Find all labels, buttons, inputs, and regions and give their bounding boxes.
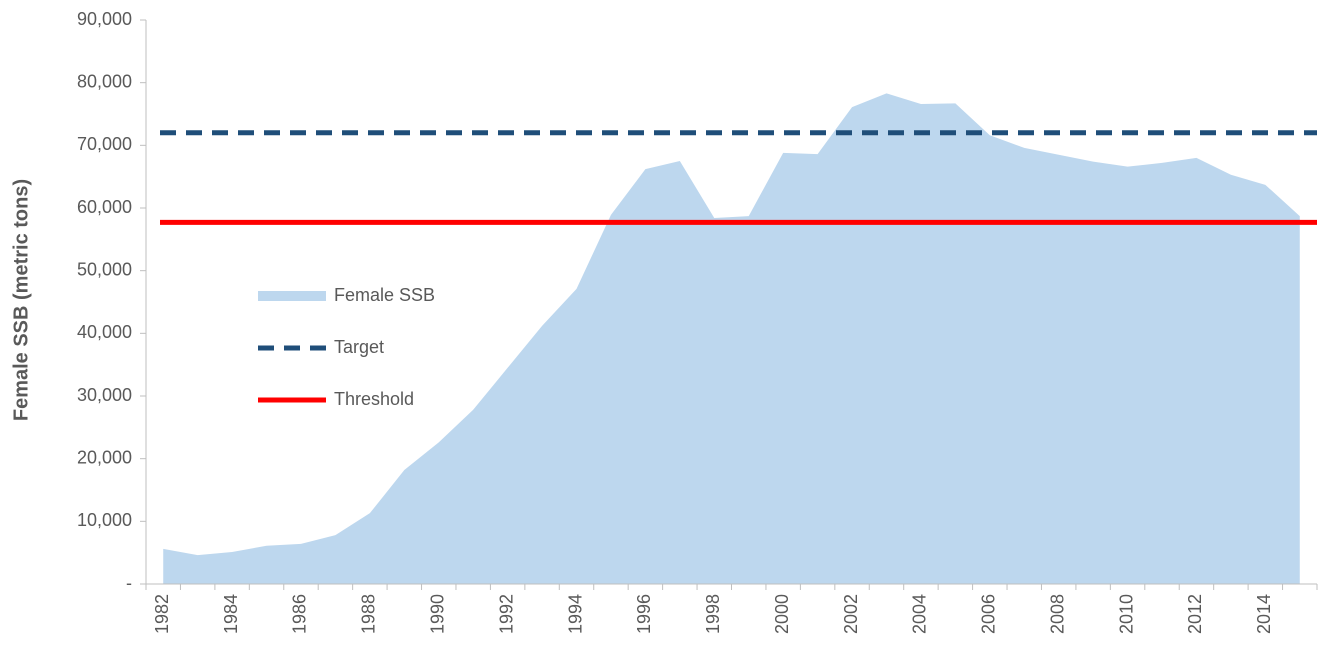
x-tick-label: 1984	[221, 594, 241, 634]
y-tick-label: 80,000	[77, 71, 132, 91]
x-tick-label: 2008	[1047, 594, 1067, 634]
x-tick-label: 1994	[565, 594, 585, 634]
y-tick-label: 90,000	[77, 9, 132, 29]
y-tick-label: 60,000	[77, 197, 132, 217]
x-tick-label: 1990	[428, 594, 448, 634]
x-tick-label: 2000	[772, 594, 792, 634]
x-tick-label: 2010	[1116, 594, 1136, 634]
area	[163, 93, 1300, 584]
y-tick-label: 20,000	[77, 447, 132, 467]
y-tick-label: 40,000	[77, 322, 132, 342]
legend-label: Target	[334, 337, 384, 357]
x-tick-label: 1988	[359, 594, 379, 634]
y-tick-label: -	[126, 573, 132, 593]
x-tick-label: 1982	[152, 594, 172, 634]
x-tick-label: 2004	[910, 594, 930, 634]
x-tick-label: 2014	[1254, 594, 1274, 634]
legend-label: Female SSB	[334, 285, 435, 305]
legend-swatch	[258, 291, 326, 301]
x-tick-label: 2006	[979, 594, 999, 634]
x-tick-label: 1992	[496, 594, 516, 634]
y-tick-label: 30,000	[77, 385, 132, 405]
legend-label: Threshold	[334, 389, 414, 409]
y-tick-label: 70,000	[77, 134, 132, 154]
x-tick-label: 1986	[290, 594, 310, 634]
y-tick-label: 50,000	[77, 259, 132, 279]
y-tick-label: 10,000	[77, 510, 132, 530]
x-tick-label: 1998	[703, 594, 723, 634]
y-axis-label: Female SSB (metric tons)	[10, 179, 32, 421]
x-tick-label: 2002	[841, 594, 861, 634]
x-tick-label: 2012	[1185, 594, 1205, 634]
x-tick-label: 1996	[634, 594, 654, 634]
